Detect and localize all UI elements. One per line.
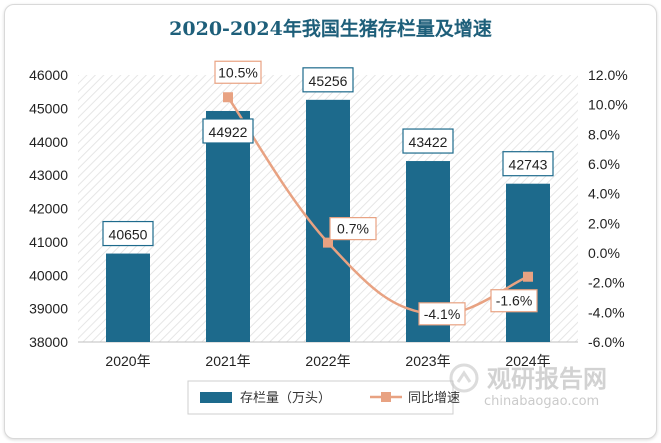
bar-label-0: 40650 — [109, 227, 148, 243]
watermark: 观研报告网 chinabaogao.com — [449, 363, 607, 409]
y-left-tick-label: 42000 — [29, 201, 68, 217]
x-tick-label: 2020年 — [105, 353, 150, 369]
growth-point-1 — [223, 92, 233, 103]
x-tick-label: 2024年 — [505, 353, 550, 369]
bar-label-2: 45256 — [309, 73, 348, 89]
legend-swatch-bar — [200, 392, 232, 403]
bar-label-4: 42743 — [509, 157, 548, 173]
x-tick-label: 2021年 — [205, 353, 250, 369]
y-right-tick-label: 4.0% — [588, 186, 620, 202]
y-right-tick-label: 2.0% — [588, 215, 620, 231]
legend-box — [187, 380, 454, 415]
y-left-tick-label: 45000 — [29, 100, 68, 116]
y-left-tick-label: 39000 — [29, 301, 68, 317]
x-tick-label: 2022年 — [305, 353, 350, 369]
y-left-tick-label: 38000 — [29, 334, 68, 350]
y-right-tick-label: -4.0% — [588, 304, 625, 320]
growth-label-box-1 — [214, 60, 262, 84]
bar-label-3: 43422 — [409, 134, 448, 150]
growth-point-4 — [523, 271, 533, 282]
bar-label-box-4 — [502, 151, 554, 177]
legend-swatch-marker — [381, 392, 391, 402]
y-right-tick-label: -6.0% — [588, 334, 625, 350]
y-left-tick-label: 43000 — [29, 167, 68, 183]
growth-label-1: 10.5% — [218, 64, 258, 80]
watermark-main: 观研报告网 — [487, 365, 607, 393]
y-right-tick-label: 8.0% — [588, 126, 620, 142]
growth-label-box-3 — [418, 302, 466, 326]
legend-label-line: 同比增速 — [408, 390, 460, 405]
growth-point-2 — [323, 237, 333, 248]
growth-label-box-2 — [329, 217, 377, 241]
y-left-tick-label: 40000 — [29, 267, 68, 283]
bar-4 — [506, 183, 550, 342]
y-right-tick-label: 12.0% — [588, 67, 628, 83]
x-tick-label: 2023年 — [405, 353, 450, 369]
bar-label-box-3 — [402, 128, 454, 154]
growth-label-3: -4.1% — [424, 306, 461, 322]
y-right-tick-label: -2.0% — [588, 275, 625, 291]
y-left-tick-label: 46000 — [29, 67, 68, 83]
y-right-tick-label: 6.0% — [588, 156, 620, 172]
chart-title: 2020-2024年我国生猪存栏量及增速 — [169, 18, 492, 40]
growth-label-4: -1.6% — [496, 293, 533, 309]
bar-0 — [106, 253, 150, 342]
bar-label-box-0 — [102, 220, 154, 247]
legend-label-bar: 存栏量（万头） — [240, 390, 331, 405]
y-left-tick-label: 41000 — [29, 234, 68, 250]
growth-label-2: 0.7% — [337, 221, 369, 237]
bar-label-1: 44922 — [209, 124, 248, 140]
y-right-tick-label: 10.0% — [588, 97, 628, 113]
growth-line — [226, 96, 529, 316]
watermark-logo-icon — [449, 363, 479, 393]
bar-label-box-2 — [302, 67, 354, 93]
bar-1 — [206, 110, 250, 343]
growth-label-box-4 — [490, 289, 538, 313]
bar-label-box-1 — [202, 118, 254, 144]
watermark-sub: chinabaogao.com — [484, 394, 599, 409]
y-right-tick-label: 0.0% — [588, 245, 620, 261]
y-left-tick-label: 44000 — [29, 134, 68, 150]
